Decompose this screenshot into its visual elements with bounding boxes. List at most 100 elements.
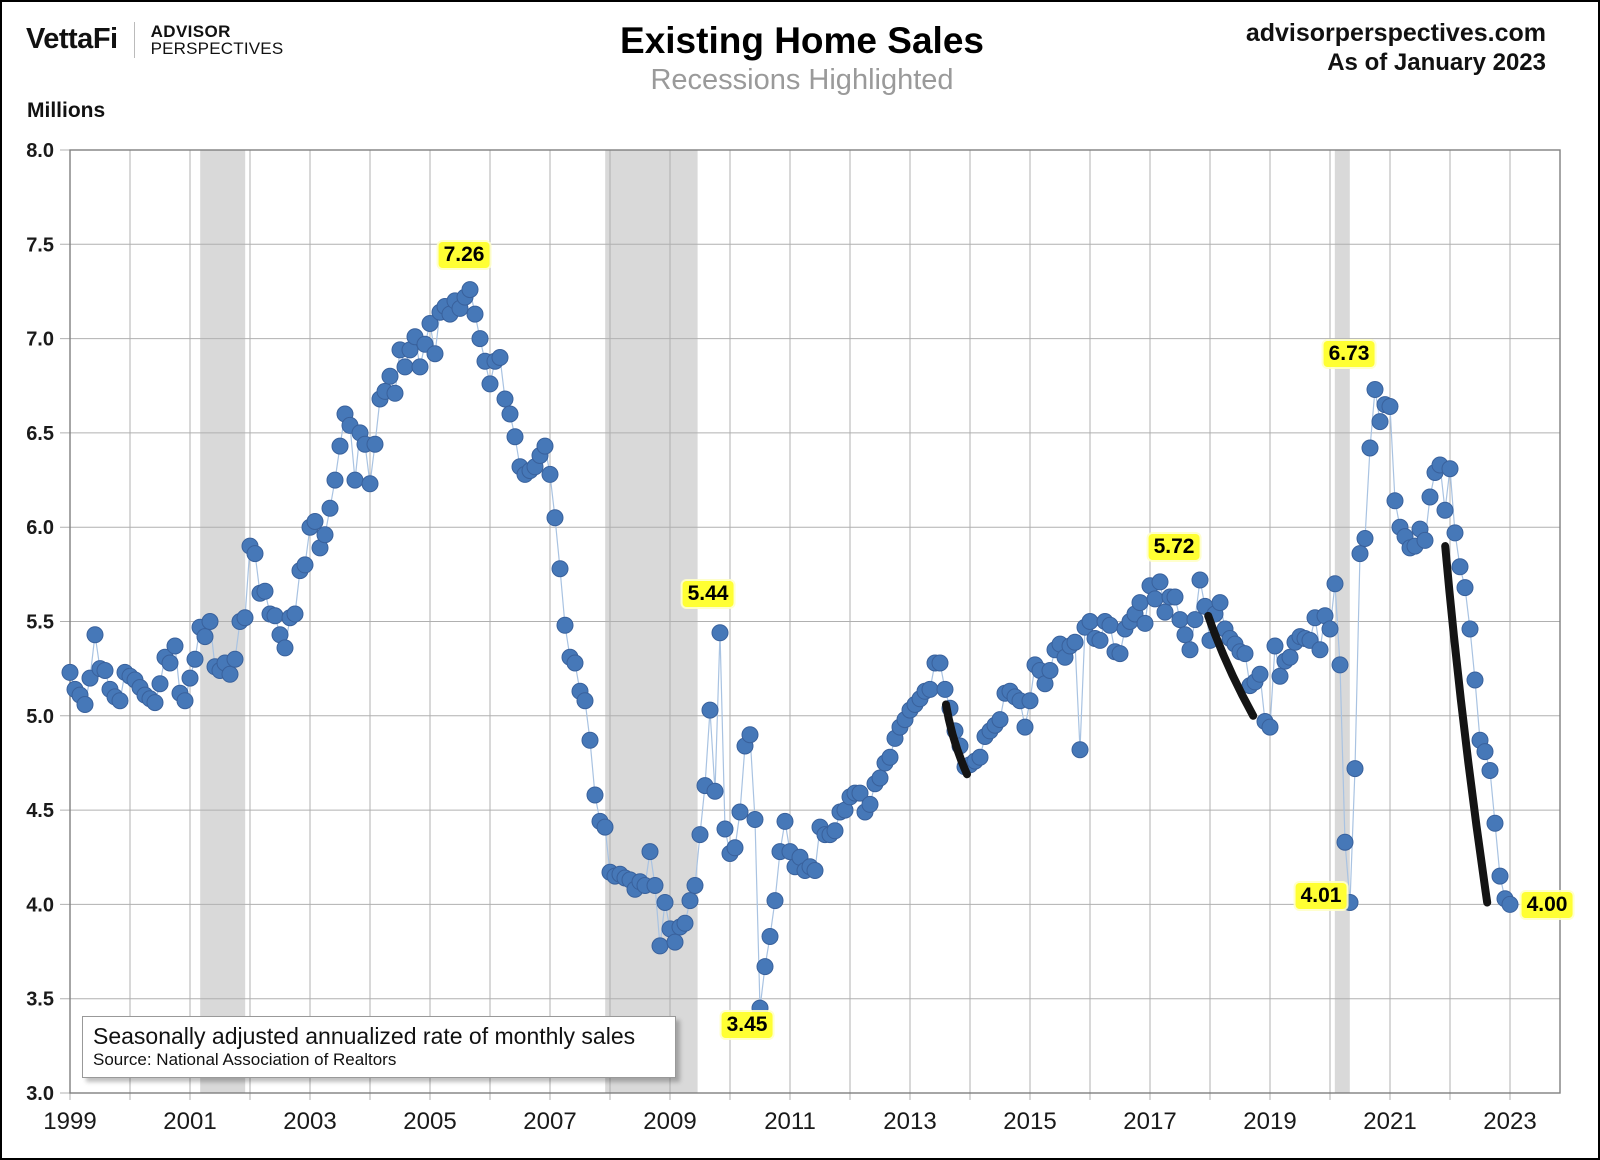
- data-point: [256, 582, 274, 600]
- data-point: [236, 609, 254, 627]
- data-point: [1191, 571, 1209, 589]
- data-point: [1466, 671, 1484, 689]
- y-tick-label: 5.0: [26, 706, 54, 728]
- data-point: [161, 654, 179, 672]
- data-point: [1021, 692, 1039, 710]
- data-point: [316, 526, 334, 544]
- data-point: [1066, 633, 1084, 651]
- data-point: [681, 892, 699, 910]
- x-tick-label: 2015: [1003, 1108, 1056, 1135]
- y-tick-label: 5.5: [26, 612, 54, 634]
- data-point: [1486, 814, 1504, 832]
- data-point: [711, 624, 729, 642]
- data-point: [1361, 439, 1379, 457]
- data-point: [381, 367, 399, 385]
- trend-segment: [942, 700, 971, 779]
- data-point: [1456, 579, 1474, 597]
- data-point: [566, 654, 584, 672]
- data-point: [581, 731, 599, 749]
- data-point: [1266, 637, 1284, 655]
- data-point: [766, 892, 784, 910]
- data-point: [151, 675, 169, 693]
- y-tick-label: 4.0: [26, 894, 54, 916]
- x-tick-label: 1999: [43, 1108, 96, 1135]
- data-point: [881, 748, 899, 766]
- data-point: [546, 509, 564, 527]
- data-point: [266, 607, 284, 625]
- data-point: [346, 471, 364, 489]
- brand-line-advisor: ADVISOR: [150, 22, 231, 41]
- data-point: [276, 639, 294, 657]
- data-point: [331, 437, 349, 455]
- data-point: [656, 894, 674, 911]
- data-point: [201, 613, 219, 630]
- data-point: [186, 650, 204, 668]
- data-point: [1281, 648, 1299, 666]
- data-point: [61, 663, 79, 681]
- data-point: [86, 626, 104, 644]
- data-point: [761, 928, 779, 945]
- data-point: [196, 628, 214, 646]
- data-point: [556, 616, 574, 634]
- data-point: [701, 701, 719, 719]
- data-point: [481, 375, 499, 393]
- data-point: [506, 428, 524, 446]
- data-point: [1136, 614, 1154, 632]
- data-point: [1071, 741, 1089, 759]
- data-point: [936, 680, 954, 698]
- data-point: [1371, 413, 1389, 431]
- data-point: [641, 843, 659, 861]
- data-point: [111, 692, 129, 710]
- data-point: [366, 435, 384, 453]
- data-point: [1356, 530, 1374, 547]
- data-point: [1041, 662, 1059, 679]
- brand-line-perspectives: PERSPECTIVES: [150, 39, 284, 58]
- data-point: [1441, 460, 1459, 478]
- data-point: [326, 471, 344, 489]
- data-point: [221, 665, 239, 683]
- x-tick-label: 2017: [1123, 1108, 1176, 1135]
- source-note-line1: Seasonally adjusted annualized rate of m…: [93, 1023, 636, 1049]
- data-point: [576, 692, 594, 710]
- data-point: [1186, 611, 1204, 629]
- data-point: [1476, 743, 1494, 761]
- data-point: [491, 349, 509, 366]
- data-point: [991, 711, 1009, 729]
- data-point: [1321, 620, 1339, 638]
- value-callout: 7.26: [438, 241, 490, 268]
- data-point: [1491, 867, 1509, 885]
- data-point: [931, 654, 949, 672]
- data-point: [871, 769, 889, 787]
- data-point: [1166, 588, 1184, 606]
- data-point: [826, 822, 844, 840]
- source-note-box: Seasonally adjusted annualized rate of m…: [82, 1016, 676, 1078]
- data-point: [1091, 631, 1109, 649]
- x-tick-label: 2009: [643, 1108, 696, 1135]
- y-tick-label: 3.0: [26, 1083, 54, 1105]
- data-point: [1436, 501, 1454, 519]
- data-point: [181, 669, 199, 687]
- data-point: [1421, 488, 1439, 506]
- x-tick-label: 2003: [283, 1108, 336, 1135]
- data-point: [596, 818, 614, 836]
- y-axis-title: Millions: [27, 99, 106, 122]
- data-point: [1146, 590, 1164, 608]
- data-point: [96, 662, 114, 679]
- data-point: [1016, 718, 1034, 736]
- data-point: [1366, 381, 1384, 398]
- data-point: [411, 358, 429, 376]
- data-point: [1501, 895, 1519, 913]
- data-point: [806, 862, 824, 879]
- data-point: [1351, 545, 1369, 563]
- data-point: [321, 499, 339, 517]
- x-tick-label: 2019: [1243, 1108, 1296, 1135]
- data-point: [651, 937, 669, 955]
- data-point: [1461, 620, 1479, 638]
- data-point: [306, 513, 324, 530]
- logo-divider: [133, 22, 135, 58]
- data-point: [1131, 594, 1149, 612]
- data-point: [971, 748, 989, 766]
- y-tick-label: 7.5: [26, 234, 54, 256]
- data-point: [1336, 833, 1354, 851]
